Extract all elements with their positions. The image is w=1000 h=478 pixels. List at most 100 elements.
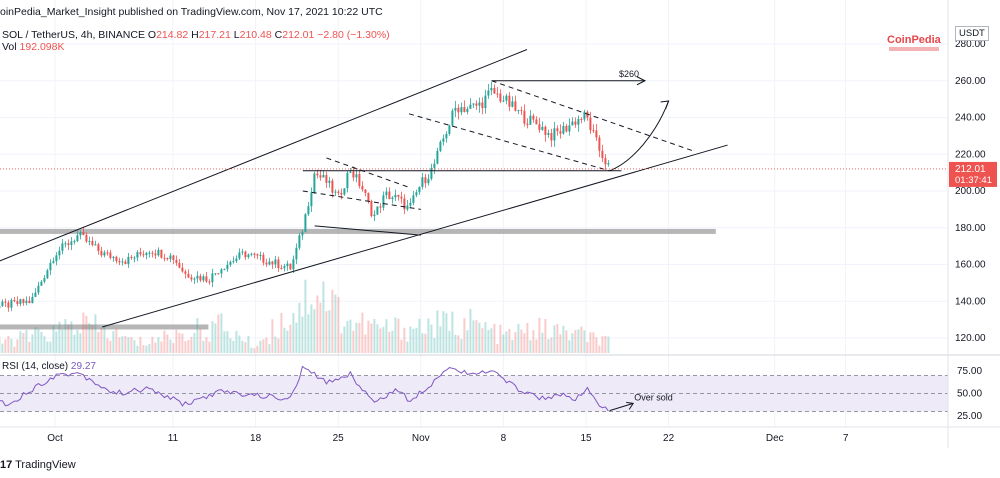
volume-bar (340, 333, 343, 353)
candle-body (37, 285, 40, 293)
rsi-line[interactable] (0, 365, 609, 412)
candle-body (556, 128, 559, 132)
falling-channel-bottom[interactable] (408, 113, 610, 172)
candle-body (229, 261, 232, 265)
volume-bar (388, 331, 391, 353)
candle-body (34, 292, 37, 297)
volume-bar (541, 332, 544, 353)
price-tick-label: 280.00 (955, 39, 986, 50)
candle-body (304, 214, 307, 232)
volume-bar (103, 326, 106, 353)
candle-body (220, 269, 223, 274)
volume-bar (568, 340, 571, 353)
lower-wedge-line[interactable] (314, 225, 421, 236)
candle-body (301, 231, 304, 236)
candle-body (295, 247, 298, 260)
price-tick-label: 140.00 (955, 296, 986, 307)
symbol-legend[interactable]: SOL / TetherUS, 4h, BINANCE O214.82 H217… (2, 29, 390, 41)
oversold-arrow[interactable] (609, 402, 634, 412)
volume-bar (58, 321, 61, 353)
candle-body (313, 173, 316, 193)
price-pane[interactable] (0, 0, 948, 355)
symbol-name[interactable]: SOL / TetherUS, 4h, BINANCE (2, 29, 145, 41)
volume-bar (55, 331, 58, 353)
candle-body (520, 110, 523, 112)
projection-curve[interactable] (609, 100, 670, 172)
volume-bar (40, 331, 43, 353)
high-value: 217.21 (198, 29, 231, 41)
rsi-pane[interactable]: 25.00 50.00 75.00 Over sold (0, 365, 982, 422)
candle-body (406, 205, 409, 210)
volume-bar (475, 320, 478, 353)
volume-bar (514, 332, 517, 353)
candle-body (235, 258, 238, 262)
tradingview-logo-text: TradingView (15, 459, 76, 471)
volume-bar (394, 317, 397, 353)
candle-body (346, 172, 349, 189)
volume-bar (418, 318, 421, 353)
candle-body (1, 301, 4, 306)
candle-body (127, 256, 130, 265)
channel-lower[interactable] (102, 144, 728, 328)
candle-body (196, 275, 199, 279)
rsi-legend[interactable]: RSI (14, close) 29.27 (2, 361, 96, 372)
candle-body (70, 241, 73, 245)
volume-bar (130, 337, 133, 353)
candle-body (316, 173, 319, 176)
candle-body (562, 125, 565, 134)
channel-upper[interactable] (0, 49, 528, 272)
volume-bar (214, 323, 217, 353)
candle-body (280, 267, 283, 269)
volume-bar (430, 324, 433, 353)
last-price-tag (949, 161, 997, 187)
tradingview-footer[interactable]: 17 TradingView (0, 459, 76, 471)
candle-body (532, 115, 535, 120)
candle-body (436, 150, 439, 164)
candle-body (448, 125, 451, 134)
volume-bar (538, 317, 541, 353)
candle-body (490, 87, 493, 91)
falling-wedge-bottom[interactable] (302, 190, 421, 210)
candle-body (472, 103, 475, 105)
volume-legend[interactable]: Vol 192.098K (2, 41, 65, 53)
candle-body (94, 244, 97, 246)
volume-bar (292, 313, 295, 353)
candle-body (130, 256, 133, 258)
time-axis[interactable]: Oct 11 18 25 Nov 8 15 22 Dec 7 (47, 433, 849, 444)
volume-bar (163, 330, 166, 353)
volume-bar (508, 328, 511, 353)
candle-body (421, 177, 424, 187)
volume-bar (157, 337, 160, 353)
candle-body (193, 278, 196, 280)
volume-bar (85, 315, 88, 353)
volume-bar (337, 296, 340, 353)
candle-body (148, 252, 151, 254)
currency-button[interactable]: USDT (955, 26, 989, 41)
time-tick-label: 22 (663, 433, 675, 444)
candle-body (364, 189, 367, 194)
candle-body (88, 241, 91, 243)
candle-body (343, 188, 346, 195)
candle-body (307, 206, 310, 215)
volume-bar (1, 343, 4, 353)
volume-bar (352, 330, 355, 353)
price-tick-label: 240.00 (955, 113, 986, 124)
candle-body (28, 300, 31, 304)
volume-bar (301, 316, 304, 353)
volume-bar (217, 314, 220, 353)
time-tick-label: 7 (843, 433, 849, 444)
volume-bar (580, 326, 583, 353)
time-tick-label: 25 (333, 433, 345, 444)
volume-bar (556, 323, 559, 353)
volume-bar (34, 326, 37, 353)
candle-body (604, 158, 607, 165)
volume-bar (484, 322, 487, 353)
volume-bar (178, 333, 181, 353)
falling-wedge-top[interactable] (326, 157, 410, 188)
close-label: C (274, 29, 283, 41)
price-axis[interactable]: 120.00 140.00 160.00 180.00 200.00 220.00 240.… (949, 39, 997, 344)
candle-body (238, 252, 241, 259)
volume-bar (280, 312, 283, 353)
volume-bar (43, 336, 46, 353)
